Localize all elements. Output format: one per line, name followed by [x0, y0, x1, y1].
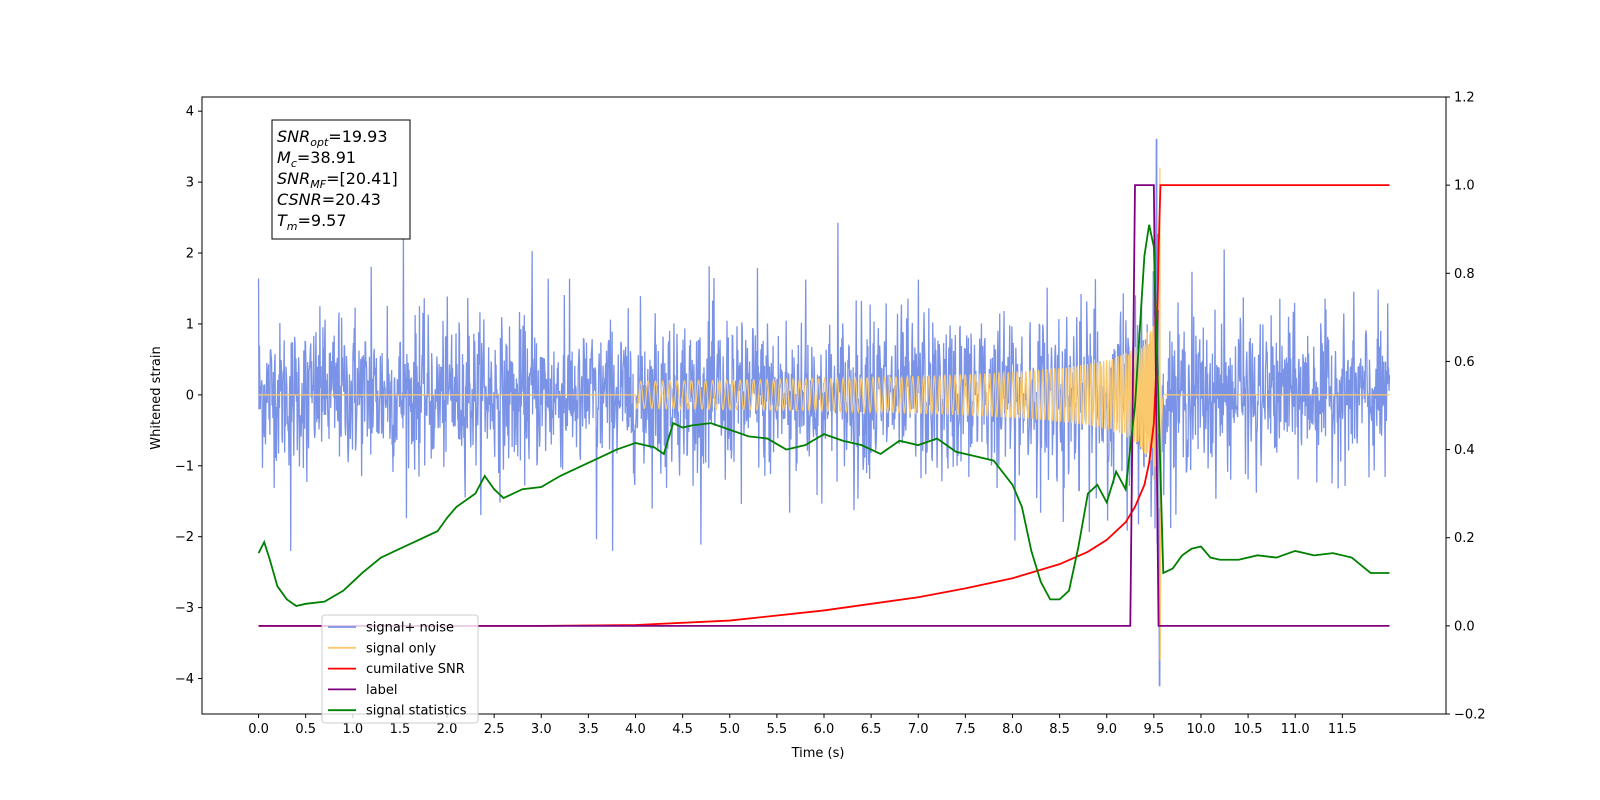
x-tick-label: 0.0	[248, 722, 269, 737]
y-tick-label: −1	[175, 459, 194, 474]
annotation-line: Mc=38.91	[277, 148, 356, 170]
y-axis-label: Whitened strain	[149, 346, 164, 449]
x-tick-label: 8.0	[1002, 722, 1023, 737]
right-axis-ticks: −0.2 0.0 0.2 0.4 0.6 0.8 1.0 1.2	[1446, 91, 1486, 723]
y-tick-label: 4	[186, 105, 194, 120]
legend-label: cumilative SNR	[366, 662, 465, 677]
x-tick-label: 1.5	[390, 722, 411, 737]
x-tick-label: 6.5	[861, 722, 882, 737]
annotation-frame	[271, 119, 411, 240]
x-tick-label: 10.5	[1234, 722, 1263, 737]
y2-tick-label: 0.2	[1454, 531, 1475, 546]
y-tick-label: 0	[186, 388, 194, 403]
x-tick-label: 11.5	[1328, 722, 1357, 737]
annotation-line: CSNR=20.43	[277, 190, 381, 209]
legend-frame	[321, 614, 479, 724]
x-axis-label: Time (s)	[791, 746, 845, 761]
legend-label: signal only	[366, 641, 436, 656]
annotation-line: Tm=9.57	[277, 211, 347, 233]
y2-tick-label: 1.2	[1454, 91, 1475, 106]
x-tick-label: 0.5	[295, 722, 316, 737]
x-tick-label: 4.0	[625, 722, 646, 737]
series-signal-only-line	[258, 167, 1390, 660]
annotation-line: SNRMF=[20.41]	[277, 169, 398, 191]
x-tick-label: 9.5	[1144, 722, 1165, 737]
y-tick-label: 3	[186, 176, 194, 191]
y-tick-label: −4	[175, 672, 194, 687]
x-tick-label: 9.0	[1096, 722, 1117, 737]
x-tick-label: 10.0	[1186, 722, 1215, 737]
legend-label: signal+ noise	[366, 621, 454, 636]
y2-tick-label: 0.8	[1454, 267, 1475, 282]
legend: signal+ noise signal only cumilative SNR la…	[321, 614, 479, 724]
x-tick-label: 7.0	[908, 722, 929, 737]
series-signal-plus-noise-line	[257, 138, 1391, 687]
y-tick-label: −2	[175, 530, 194, 545]
annotation-box: SNRopt=19.93Mc=38.91SNRMF=[20.41]CSNR=20…	[271, 119, 411, 240]
x-tick-label: 6.0	[814, 722, 835, 737]
legend-label: signal statistics	[366, 704, 467, 719]
annotation-line: SNRopt=19.93	[277, 127, 388, 149]
x-tick-label: 4.5	[672, 722, 693, 737]
y2-tick-label: −0.2	[1454, 708, 1486, 723]
x-tick-label: 3.0	[531, 722, 552, 737]
x-tick-label: 2.5	[484, 722, 505, 737]
y2-tick-label: 0.0	[1454, 619, 1475, 634]
x-tick-label: 1.0	[342, 722, 363, 737]
left-axis-ticks: −4 −3 −2 −1 0 1 2 3 4	[175, 105, 202, 687]
series-label-line	[258, 184, 1390, 627]
x-tick-label: 5.0	[719, 722, 740, 737]
x-tick-label: 11.0	[1281, 722, 1310, 737]
x-tick-label: 2.0	[437, 722, 458, 737]
y2-tick-label: 0.6	[1454, 355, 1475, 370]
x-tick-label: 7.5	[955, 722, 976, 737]
y-tick-label: 2	[186, 247, 194, 262]
y2-tick-label: 0.4	[1454, 443, 1475, 458]
x-tick-label: 8.5	[1049, 722, 1070, 737]
y-tick-label: −3	[175, 601, 194, 616]
x-axis-ticks: 0.0 0.5 1.0 1.5 2.0 2.5 3.0 3.5 4.0 4.5 5.0 5.5 6.0 6…	[248, 714, 1357, 737]
legend-label: label	[366, 683, 397, 698]
plot-series	[257, 138, 1391, 687]
x-tick-label: 5.5	[767, 722, 788, 737]
y-tick-label: 1	[186, 317, 194, 332]
x-tick-label: 3.5	[578, 722, 599, 737]
series-signal-statistics-line	[257, 224, 1390, 607]
y2-tick-label: 1.0	[1454, 179, 1475, 194]
